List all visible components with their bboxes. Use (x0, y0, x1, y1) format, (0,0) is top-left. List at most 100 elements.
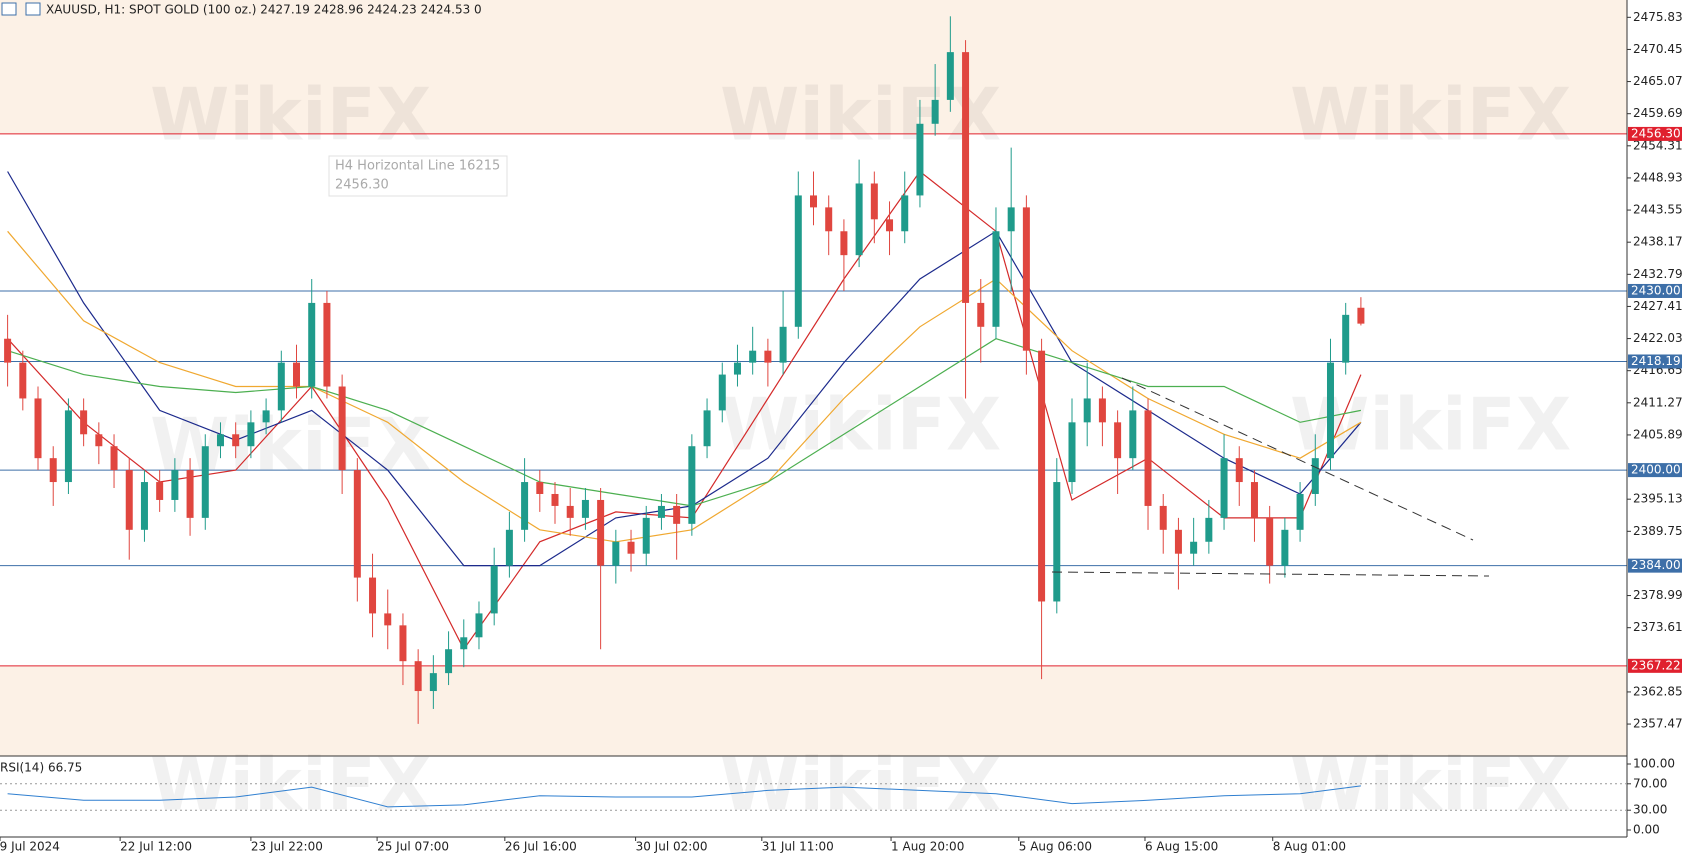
y-tick-label: 2459.69 (1633, 106, 1683, 120)
candle-body (1326, 362, 1334, 459)
y-tick-label: 2443.55 (1633, 203, 1683, 217)
x-tick-label: 8 Aug 01:00 (1273, 840, 1346, 853)
watermark: WikiFX (720, 383, 1001, 467)
candle-body (946, 52, 954, 100)
y-tick-label: 2465.07 (1633, 74, 1683, 88)
candle-body (1129, 410, 1137, 459)
candle-body (429, 673, 437, 692)
candle-body (566, 505, 574, 518)
candle-body (338, 386, 346, 471)
candle-body (80, 410, 88, 435)
level-tag (1628, 354, 1682, 369)
y-tick-label: 2389.75 (1633, 524, 1683, 538)
candle-body (232, 434, 240, 447)
rsi-tick-label: 0.00 (1633, 823, 1660, 837)
candle-body (4, 338, 12, 363)
level-tag (1628, 283, 1682, 298)
y-tick-label: 2422.03 (1633, 331, 1683, 345)
level-tag (1628, 463, 1682, 478)
candle-body (110, 446, 118, 471)
menu-icon[interactable] (1, 2, 17, 16)
candle-body (1235, 458, 1243, 483)
candle-body (521, 482, 529, 530)
candle-body (733, 362, 741, 375)
candle-body (1022, 207, 1030, 351)
x-tick-label: 26 Jul 16:00 (505, 840, 577, 853)
candle-body (125, 470, 133, 530)
level-label: 2400.00 (1631, 463, 1681, 477)
rsi-tick-label: 100.00 (1633, 756, 1675, 770)
candle-body (703, 410, 711, 447)
candle-body (1053, 482, 1061, 602)
candle-body (323, 302, 331, 387)
rsi-tick-label: 30.00 (1633, 803, 1667, 817)
y-tick-label: 2395.13 (1633, 492, 1683, 506)
symbol-icon[interactable] (25, 2, 41, 16)
candle-body (64, 410, 72, 483)
candle-body (840, 231, 848, 256)
x-tick-label: 22 Jul 12:00 (120, 840, 192, 853)
x-tick-label: 1 Aug 20:00 (891, 840, 964, 853)
x-tick-label: 6 Aug 15:00 (1145, 840, 1218, 853)
y-tick-label: 2448.93 (1633, 170, 1683, 184)
candle-body (247, 422, 255, 447)
candle-body (810, 195, 817, 208)
annotation-box (328, 155, 508, 197)
candle-body (140, 482, 148, 530)
level-label: 2418.19 (1631, 354, 1681, 368)
candle-body (1205, 517, 1213, 542)
trend-line (1121, 377, 1474, 541)
candle-body (460, 637, 468, 650)
candle-body (1144, 410, 1152, 506)
candle-body (688, 446, 696, 524)
watermark: WikiFX (720, 743, 1001, 827)
y-tick-label: 2378.99 (1633, 588, 1683, 602)
candle-body (1159, 505, 1167, 530)
candle-body (399, 625, 407, 662)
candle-body (216, 434, 224, 447)
candle-body (1281, 529, 1289, 566)
x-tick-label: 5 Aug 06:00 (1019, 840, 1092, 853)
y-tick-label: 2405.89 (1633, 427, 1683, 441)
candle-body (1007, 207, 1015, 232)
candle-body (718, 374, 726, 411)
candle-body (1083, 398, 1091, 423)
candle-body (536, 482, 544, 494)
candle-body (764, 350, 772, 363)
candle-body (34, 398, 42, 459)
candle-body (657, 505, 665, 518)
rsi-label: RSI(14) 66.75 (0, 761, 82, 775)
candle-body (353, 470, 361, 578)
candle-body (1174, 529, 1182, 554)
y-tick-label: 2438.17 (1633, 235, 1683, 249)
candle-body (977, 302, 985, 327)
candle-body (779, 326, 787, 363)
candle-body (1114, 422, 1122, 459)
candle-body (1038, 350, 1046, 602)
support-line (1051, 571, 1490, 577)
candle-body (505, 529, 513, 566)
level-tag (1628, 658, 1682, 673)
x-tick-label: 30 Jul 02:00 (636, 840, 708, 853)
level-label: 2367.22 (1631, 658, 1681, 672)
x-tick-label: 25 Jul 07:00 (377, 840, 449, 853)
candle-body (642, 517, 650, 554)
x-tick-label: 19 Jul 2024 (0, 840, 60, 853)
candle-body (749, 350, 757, 363)
candle-body (293, 362, 301, 387)
candle-body (627, 541, 635, 554)
candle-body (156, 482, 164, 500)
candle-body (369, 577, 377, 614)
candle-body (931, 99, 939, 124)
y-tick-label: 2362.85 (1633, 684, 1683, 698)
chart-title: XAUUSD, H1: SPOT GOLD (100 oz.) 2427.19 … (46, 3, 482, 17)
watermark: WikiFX (720, 73, 1001, 157)
candle-body (1190, 541, 1198, 554)
candle-body (1311, 458, 1319, 494)
candle-body (901, 195, 909, 232)
y-tick-label: 2475.83 (1633, 10, 1683, 24)
level-tag (1628, 558, 1682, 573)
watermark: WikiFX (150, 73, 431, 157)
x-tick-label: 23 Jul 22:00 (251, 840, 323, 853)
